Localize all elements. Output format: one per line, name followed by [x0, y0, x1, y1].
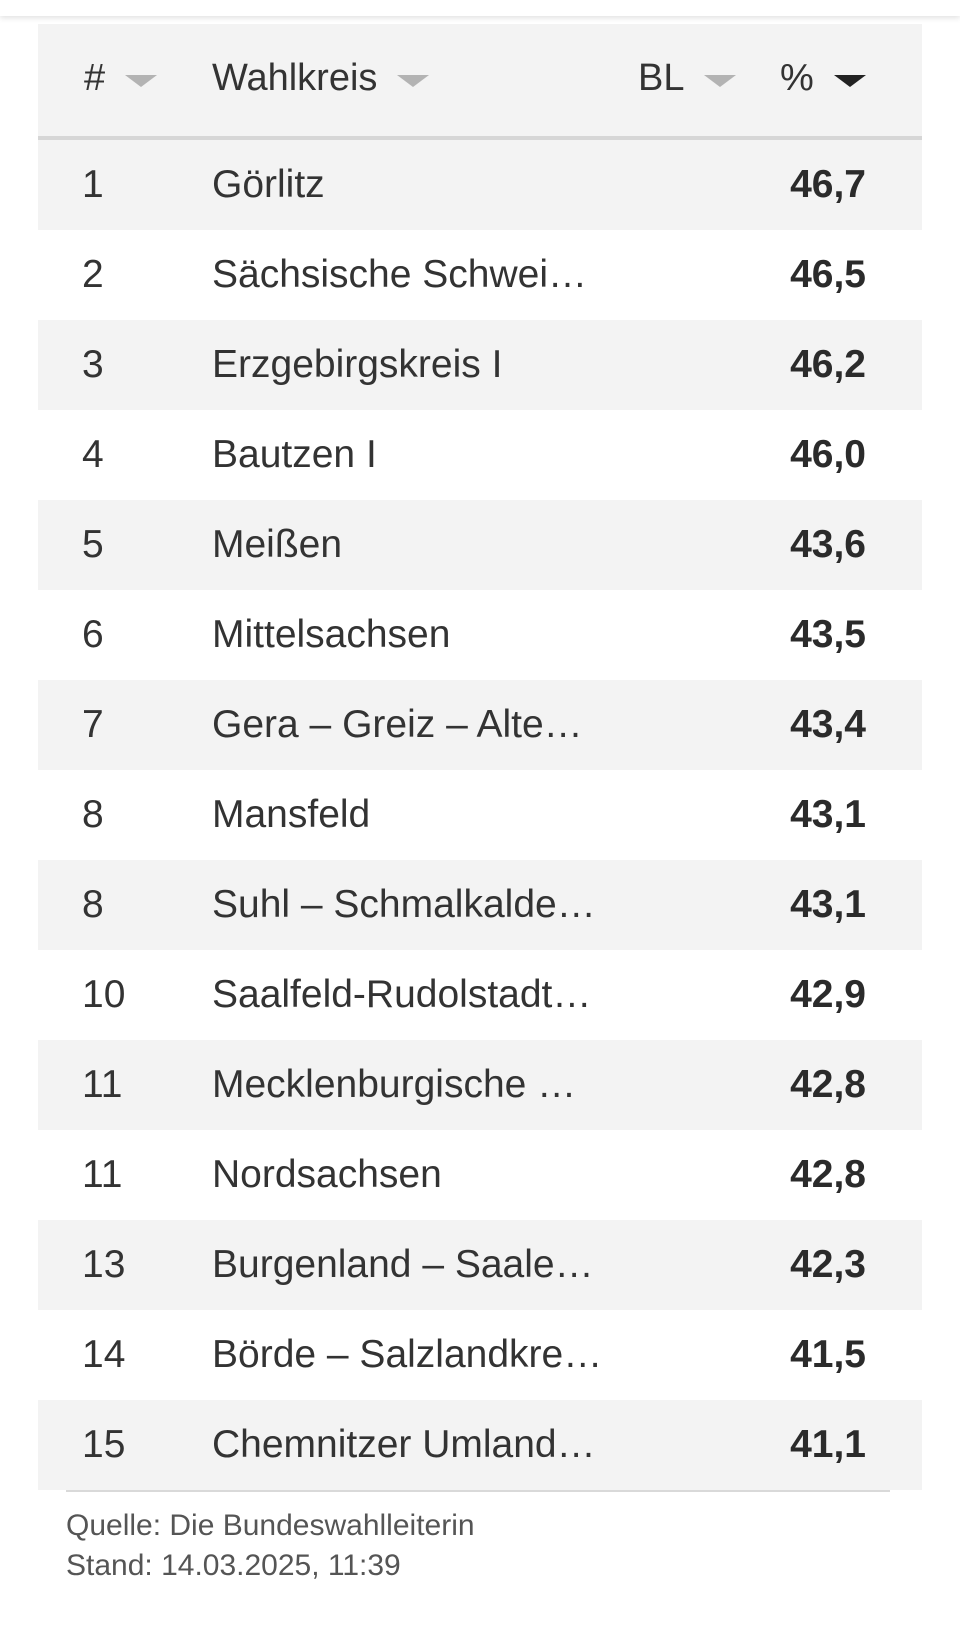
table-row[interactable]: 8 Suhl – Schmalkalde… 43,1	[38, 860, 922, 950]
percent-cell: 42,8	[790, 1063, 866, 1106]
header-wahlkreis-label: Wahlkreis	[212, 56, 378, 99]
table-row[interactable]: 10 Saalfeld-Rudolstadt… 42,9	[38, 950, 922, 1040]
percent-cell: 41,5	[790, 1333, 866, 1376]
percent-cell: 42,8	[790, 1153, 866, 1196]
rank-cell: 11	[82, 1153, 123, 1196]
rank-cell: 2	[82, 253, 104, 296]
caret-down-icon[interactable]	[704, 75, 737, 87]
percent-cell: 43,5	[790, 613, 866, 656]
wahlkreis-cell: Börde – Salzlandkre…	[212, 1333, 603, 1376]
table-row[interactable]: 5 Meißen 43,6	[38, 500, 922, 590]
rank-cell: 15	[82, 1423, 126, 1466]
header-percent[interactable]: %	[780, 56, 866, 100]
wahlkreis-cell: Chemnitzer Umland…	[212, 1423, 596, 1466]
percent-cell: 43,4	[790, 703, 866, 746]
header-bundesland-label: BL	[638, 56, 685, 99]
table-row[interactable]: 6 Mittelsachsen 43,5	[38, 590, 922, 680]
results-table: # Wahlkreis BL % 1 Görlitz 46,7 2 Sächsische…	[38, 24, 922, 1490]
wahlkreis-cell: Saalfeld-Rudolstadt…	[212, 973, 592, 1016]
wahlkreis-cell: Nordsachsen	[212, 1153, 442, 1196]
rank-cell: 1	[82, 163, 104, 206]
percent-cell: 42,3	[790, 1243, 866, 1286]
rank-cell: 7	[82, 703, 104, 746]
rank-cell: 10	[82, 973, 126, 1016]
percent-cell: 46,7	[790, 163, 866, 206]
header-wahlkreis[interactable]: Wahlkreis	[212, 56, 430, 100]
caret-down-icon[interactable]	[125, 75, 158, 87]
rank-cell: 3	[82, 343, 104, 386]
header-rank[interactable]: #	[84, 56, 158, 100]
wahlkreis-cell: Mansfeld	[212, 793, 371, 836]
header-percent-label: %	[780, 56, 814, 99]
table-body: 1 Görlitz 46,7 2 Sächsische Schwei… 46,5 3 Erzg…	[38, 140, 922, 1490]
wahlkreis-cell: Bautzen I	[212, 433, 377, 476]
rank-cell: 11	[82, 1063, 123, 1106]
table-header: # Wahlkreis BL %	[38, 24, 922, 140]
rank-cell: 4	[82, 433, 104, 476]
table-row[interactable]: 7 Gera – Greiz – Alte… 43,4	[38, 680, 922, 770]
rank-cell: 8	[82, 793, 104, 836]
wahlkreis-cell: Mecklenburgische …	[212, 1063, 577, 1106]
table-row[interactable]: 11 Mecklenburgische … 42,8	[38, 1040, 922, 1130]
rank-cell: 6	[82, 613, 104, 656]
table-row[interactable]: 14 Börde – Salzlandkre… 41,5	[38, 1310, 922, 1400]
percent-cell: 46,5	[790, 253, 866, 296]
wahlkreis-cell: Erzgebirgskreis I	[212, 343, 503, 386]
table-row[interactable]: 8 Mansfeld 43,1	[38, 770, 922, 860]
footer-divider	[66, 1490, 890, 1492]
table-row[interactable]: 15 Chemnitzer Umland… 41,1	[38, 1400, 922, 1490]
table-row[interactable]: 2 Sächsische Schwei… 46,5	[38, 230, 922, 320]
wahlkreis-cell: Mittelsachsen	[212, 613, 451, 656]
caret-down-icon[interactable]	[397, 75, 430, 87]
percent-cell: 43,6	[790, 523, 866, 566]
percent-cell: 43,1	[790, 883, 866, 926]
percent-cell: 42,9	[790, 973, 866, 1016]
wahlkreis-cell: Görlitz	[212, 163, 325, 206]
wahlkreis-cell: Suhl – Schmalkalde…	[212, 883, 596, 926]
rank-cell: 8	[82, 883, 104, 926]
table-row[interactable]: 3 Erzgebirgskreis I 46,2	[38, 320, 922, 410]
rank-cell: 5	[82, 523, 104, 566]
caret-down-icon[interactable]	[833, 75, 866, 87]
rank-cell: 13	[82, 1243, 126, 1286]
table-row[interactable]: 13 Burgenland – Saale… 42,3	[38, 1220, 922, 1310]
table-row[interactable]: 11 Nordsachsen 42,8	[38, 1130, 922, 1220]
source-note: Quelle: Die Bundeswahlleiterin Stand: 14…	[66, 1506, 475, 1586]
wahlkreis-cell: Burgenland – Saale…	[212, 1243, 594, 1286]
wahlkreis-cell: Gera – Greiz – Alte…	[212, 703, 583, 746]
wahlkreis-cell: Sächsische Schwei…	[212, 253, 587, 296]
header-rank-label: #	[84, 56, 106, 99]
source-text: Quelle: Die Bundeswahlleiterin	[66, 1509, 475, 1542]
percent-cell: 43,1	[790, 793, 866, 836]
percent-cell: 41,1	[790, 1423, 866, 1466]
date-text: Stand: 14.03.2025, 11:39	[66, 1549, 401, 1582]
header-bundesland[interactable]: BL	[638, 56, 737, 100]
top-bar-shadow	[0, 0, 960, 16]
percent-cell: 46,2	[790, 343, 866, 386]
table-row[interactable]: 1 Görlitz 46,7	[38, 140, 922, 230]
percent-cell: 46,0	[790, 433, 866, 476]
wahlkreis-cell: Meißen	[212, 523, 343, 566]
rank-cell: 14	[82, 1333, 126, 1376]
table-row[interactable]: 4 Bautzen I 46,0	[38, 410, 922, 500]
